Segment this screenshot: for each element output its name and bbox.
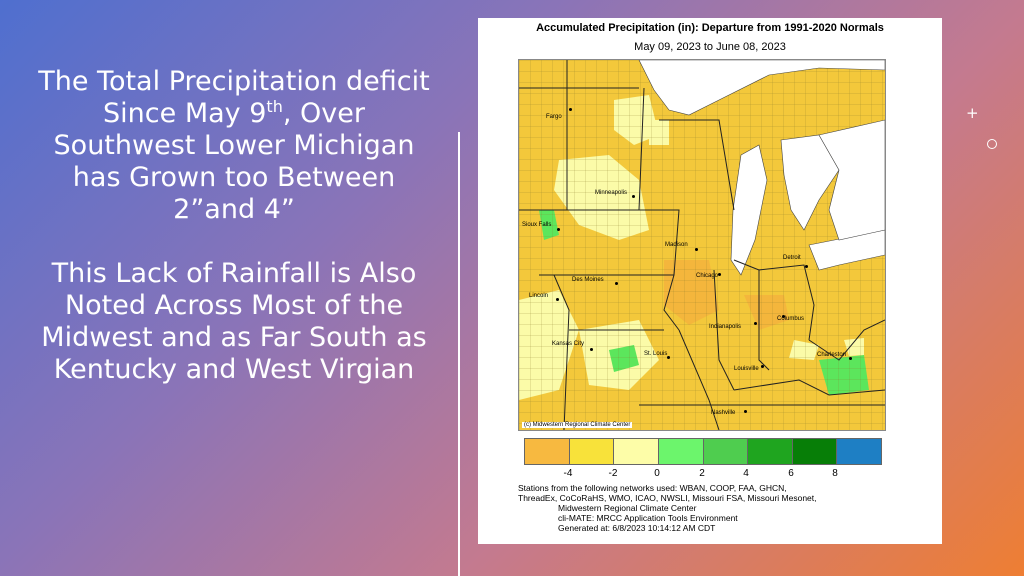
- footer-line: ThreadEx, CoCoRaHS, WMO, ICAO, NWSLI, Mi…: [518, 493, 817, 503]
- canada-region: [818, 119, 885, 241]
- city-dot: [557, 228, 560, 231]
- text-line: Southwest Lower Michigan: [53, 130, 415, 161]
- text-line: has Grown too Between: [72, 162, 396, 193]
- legend-tick: 2: [699, 468, 705, 479]
- legend-swatch: [658, 439, 704, 464]
- legend-tick: 8: [832, 468, 838, 479]
- vertical-divider: [458, 132, 460, 576]
- footer-line: Midwestern Regional Climate Center: [558, 503, 697, 513]
- footer-line: cli-MATE: MRCC Application Tools Environ…: [558, 513, 738, 523]
- city-dot: [805, 265, 808, 268]
- legend-tick: 4: [743, 468, 749, 479]
- city-dot: [590, 348, 593, 351]
- city-label-st-louis: St. Louis: [644, 351, 668, 357]
- city-label-indianapolis: Indianapolis: [709, 324, 742, 330]
- paragraph-gap: [10, 226, 458, 258]
- text-line: Midwest and as Far South as: [41, 322, 427, 353]
- map-panel: Accumulated Precipitation (in): Departur…: [478, 18, 942, 544]
- map-footer: Stations from the following networks use…: [518, 483, 898, 533]
- city-dot: [632, 195, 635, 198]
- map-subtitle: May 09, 2023 to June 08, 2023: [634, 41, 786, 53]
- city-label-charleston: Charleston: [817, 352, 847, 358]
- legend-swatch: [703, 439, 749, 464]
- city-dot: [761, 365, 764, 368]
- lake-michigan: [730, 144, 768, 276]
- legend-swatch: [614, 439, 659, 464]
- city-dot: [744, 410, 747, 413]
- legend-swatch: [525, 439, 570, 464]
- city-dot: [718, 273, 721, 276]
- city-label-des-moines: Des Moines: [572, 277, 604, 283]
- city-dot: [667, 356, 670, 359]
- state-borders: [519, 60, 885, 430]
- legend-swatch: [569, 439, 615, 464]
- legend-tick: -4: [563, 468, 573, 479]
- city-dot: [754, 322, 757, 325]
- city-dot: [849, 357, 852, 360]
- precipitation-map: Fargo Minneapolis Sioux Falls Madison De…: [518, 59, 886, 431]
- city-dot: [782, 315, 785, 318]
- city-label-kansas-city: Kansas City: [552, 341, 585, 347]
- plus-icon: +: [966, 104, 979, 122]
- lake-superior: [638, 60, 885, 116]
- city-label-chicago: Chicago: [696, 273, 719, 279]
- text-line: 2”and 4”: [173, 194, 295, 225]
- footer-line: Stations from the following networks use…: [518, 483, 787, 493]
- circle-icon: [987, 139, 997, 149]
- city-label-detroit: Detroit: [783, 255, 801, 261]
- legend-tick: 6: [788, 468, 794, 479]
- city-label-columbus: Columbus: [777, 316, 805, 322]
- slide-text-block: The Total Precipitation deficit Since Ma…: [10, 66, 458, 386]
- legend-swatch: [837, 439, 881, 464]
- city-label-madison: Madison: [665, 242, 688, 248]
- text-line: Kentucky and West Virgian: [53, 354, 415, 385]
- city-dot: [569, 108, 572, 111]
- map-credit: (c) Midwestern Regional Climate Center: [522, 422, 633, 428]
- text-line: Since May 9th, Over: [103, 97, 365, 129]
- legend-swatch: [748, 439, 793, 464]
- color-legend: [524, 438, 882, 465]
- legend-swatch: [792, 439, 838, 464]
- map-title: Accumulated Precipitation (in): Departur…: [536, 22, 884, 34]
- text-line: This Lack of Rainfall is Also: [51, 258, 417, 289]
- map-graphic: [519, 60, 885, 430]
- text-line: The Total Precipitation deficit: [38, 66, 430, 97]
- legend-tick: -2: [608, 468, 618, 479]
- city-dot: [556, 298, 559, 301]
- legend-tick: 0: [654, 468, 660, 479]
- city-dot: [615, 282, 618, 285]
- footer-line: Generated at: 6/8/2023 10:14:12 AM CDT: [558, 523, 716, 533]
- city-label-fargo: Fargo: [546, 114, 562, 120]
- city-dot: [695, 248, 698, 251]
- city-label-lincoln: Lincoln: [529, 293, 549, 299]
- city-label-minneapolis: Minneapolis: [595, 190, 628, 196]
- text-line: Noted Across Most of the: [64, 290, 404, 321]
- city-label-louisville: Louisville: [734, 366, 759, 372]
- city-label-nashville: Nashville: [711, 410, 736, 416]
- city-label-sioux-falls: Sioux Falls: [522, 222, 552, 228]
